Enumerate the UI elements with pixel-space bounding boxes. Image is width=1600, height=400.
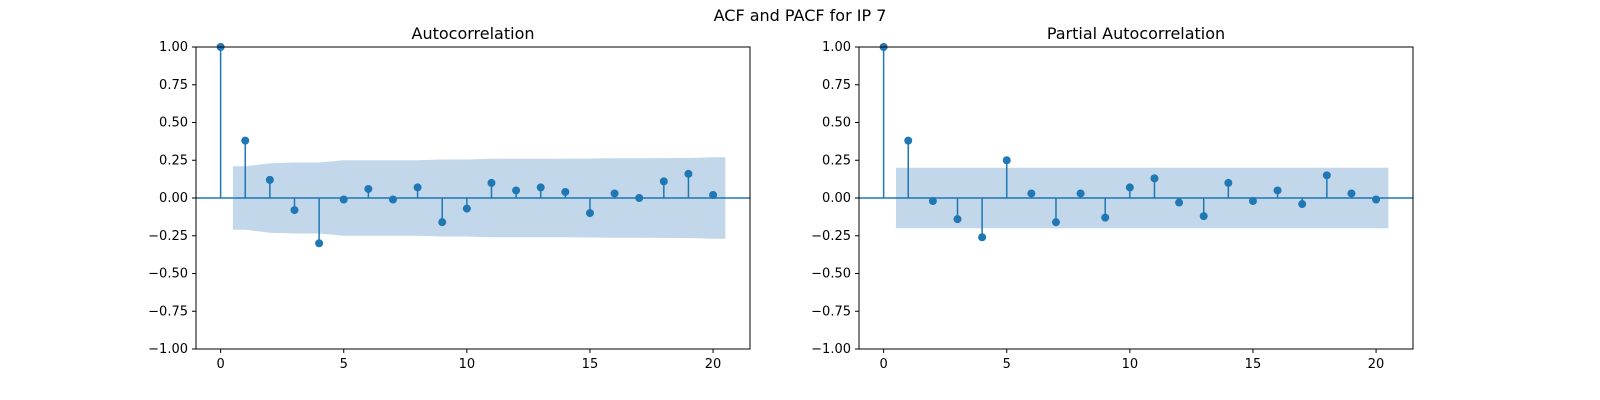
- pacf-ytick-label: 1.00: [822, 40, 851, 55]
- pacf-marker-lag-9: [1101, 213, 1110, 222]
- acf-ytick-label: 0.00: [159, 191, 188, 206]
- pacf-marker-lag-4: [978, 233, 987, 242]
- acf-marker-lag-10: [462, 204, 471, 213]
- acf-title: Autocorrelation: [412, 24, 535, 43]
- pacf-marker-lag-8: [1076, 189, 1085, 198]
- pacf-xtick-label: 5: [1003, 357, 1011, 372]
- acf-marker-lag-18: [659, 177, 668, 186]
- pacf-marker-lag-18: [1322, 171, 1331, 180]
- figure-suptitle: ACF and PACF for IP 7: [713, 6, 887, 25]
- acf-marker-lag-17: [635, 194, 644, 202]
- pacf-marker-lag-3: [953, 215, 962, 224]
- pacf-title: Partial Autocorrelation: [1047, 24, 1225, 43]
- acf-marker-lag-19: [684, 169, 693, 178]
- acf-marker-lag-8: [413, 183, 422, 192]
- pacf-ytick-label: −0.25: [811, 229, 851, 244]
- acf-marker-lag-15: [585, 209, 594, 218]
- acf-marker-lag-9: [438, 218, 447, 227]
- pacf-marker-lag-12: [1175, 198, 1184, 207]
- acf-marker-lag-14: [561, 187, 570, 196]
- pacf-ytick-label: −0.50: [811, 267, 851, 282]
- acf-marker-lag-5: [339, 195, 348, 204]
- pacf-ytick-label: 0.50: [822, 116, 851, 131]
- pacf-ytick-label: 0.00: [822, 191, 851, 206]
- pacf-marker-lag-13: [1199, 212, 1208, 221]
- acf-marker-lag-7: [388, 195, 397, 204]
- acf-marker-lag-6: [364, 184, 373, 193]
- acf-marker-lag-12: [512, 186, 521, 195]
- pacf-marker-lag-20: [1372, 195, 1381, 204]
- pacf-ytick-label: −0.75: [811, 304, 851, 319]
- acf-xtick-label: 15: [582, 357, 599, 372]
- pacf-marker-lag-15: [1248, 197, 1257, 206]
- acf-xtick-label: 5: [340, 357, 348, 372]
- pacf-marker-lag-2: [928, 197, 937, 206]
- pacf-marker-lag-7: [1051, 218, 1060, 227]
- pacf-marker-lag-6: [1027, 189, 1036, 198]
- acf-ytick-label: −1.00: [148, 342, 188, 357]
- acf-marker-lag-11: [487, 178, 496, 187]
- pacf-marker-lag-16: [1273, 186, 1282, 195]
- pacf-marker-lag-1: [904, 136, 913, 145]
- acf-axes: −1.00 −0.75 −0.50 −0.25 0.00 0.25 0.50 0.75 1.00…: [148, 24, 751, 372]
- acf-ytick-label: 0.75: [159, 78, 188, 93]
- acf-marker-lag-20: [709, 190, 718, 199]
- acf-marker-lag-2: [265, 175, 274, 184]
- acf-ytick-label: 1.00: [159, 40, 188, 55]
- acf-ytick-label: 0.50: [159, 116, 188, 131]
- pacf-xtick-label: 10: [1122, 357, 1139, 372]
- pacf-ytick-label: 0.75: [822, 78, 851, 93]
- acf-xtick-label: 10: [459, 357, 476, 372]
- acf-ytick-label: −0.75: [148, 304, 188, 319]
- acf-ytick-label: 0.25: [159, 153, 188, 168]
- acf-xtick-label: 20: [705, 357, 722, 372]
- pacf-marker-lag-17: [1298, 200, 1307, 209]
- acf-marker-lag-16: [610, 189, 619, 198]
- acf-marker-lag-4: [315, 239, 324, 248]
- pacf-marker-lag-11: [1150, 174, 1159, 183]
- acf-marker-lag-3: [290, 206, 299, 215]
- pacf-xtick-label: 0: [879, 357, 887, 372]
- acf-ytick-label: −0.50: [148, 267, 188, 282]
- pacf-axes: −1.00 −0.75 −0.50 −0.25 0.00 0.25 0.50 0.75 1.00…: [811, 24, 1414, 372]
- acf-marker-lag-13: [536, 183, 545, 192]
- pacf-marker-lag-10: [1125, 183, 1134, 192]
- pacf-xtick-label: 15: [1245, 357, 1262, 372]
- acf-xtick-label: 0: [216, 357, 224, 372]
- pacf-marker-lag-14: [1224, 178, 1233, 187]
- pacf-ytick-label: −1.00: [811, 342, 851, 357]
- pacf-marker-lag-19: [1347, 189, 1356, 198]
- pacf-xtick-label: 20: [1368, 357, 1385, 372]
- pacf-ytick-label: 0.25: [822, 153, 851, 168]
- acf-ytick-label: −0.25: [148, 229, 188, 244]
- acf-marker-lag-1: [241, 136, 250, 145]
- pacf-marker-lag-5: [1002, 156, 1011, 165]
